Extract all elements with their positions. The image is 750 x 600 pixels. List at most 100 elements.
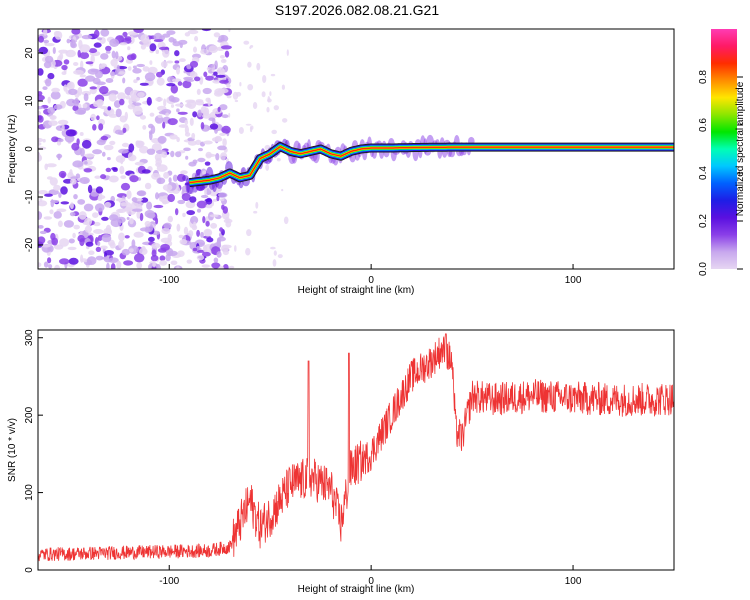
noise-blob [136, 262, 143, 269]
noise-blob [49, 177, 58, 186]
noise-blob [146, 201, 153, 210]
noise-blob [101, 216, 109, 221]
noise-blob [58, 192, 62, 198]
noise-blob [121, 142, 130, 148]
noise-blob [100, 106, 108, 110]
noise-blob [185, 103, 192, 108]
snr-frame [37, 329, 675, 571]
noise-blob [262, 75, 267, 83]
noise-blob [88, 48, 98, 54]
noise-blob [213, 71, 218, 76]
snr-x-label: Height of straight line (km) [298, 584, 415, 595]
noise-blob [192, 111, 198, 118]
noise-blob [193, 46, 197, 53]
noise-blob [79, 132, 84, 136]
noise-blob [234, 99, 239, 103]
noise-blob [81, 34, 93, 40]
noise-blob [186, 259, 192, 264]
noise-blob [131, 239, 136, 249]
noise-blob [61, 124, 65, 132]
noise-blob [176, 108, 180, 113]
noise-blob [99, 64, 106, 69]
noise-blob [148, 212, 155, 219]
x-tick-label: -100 [159, 576, 179, 587]
noise-blob [92, 212, 99, 219]
noise-blob [82, 103, 88, 109]
noise-blob [218, 192, 228, 198]
noise-blob [140, 197, 149, 203]
noise-blob [161, 151, 168, 158]
noise-blob [70, 39, 76, 48]
noise-blob [44, 55, 54, 64]
noise-blob [200, 122, 205, 130]
noise-blob [95, 81, 106, 86]
noise-blob [122, 77, 126, 84]
noise-blob [183, 226, 189, 235]
noise-blob [79, 177, 90, 184]
noise-blob [108, 257, 119, 264]
noise-blob [109, 214, 119, 222]
noise-blob [125, 95, 131, 100]
noise-blob [109, 242, 116, 249]
noise-blob [204, 187, 208, 196]
noise-blob [270, 246, 276, 250]
noise-blob [139, 247, 148, 255]
noise-blob [252, 102, 258, 109]
noise-blob [115, 129, 123, 135]
noise-blob [211, 118, 216, 125]
noise-blob [243, 40, 250, 45]
noise-blob [57, 153, 61, 161]
noise-blob [50, 91, 61, 100]
noise-blob [77, 234, 85, 243]
noise-blob [118, 71, 126, 75]
noise-blob [58, 49, 69, 54]
noise-blob [250, 45, 254, 48]
noise-blob [119, 98, 125, 106]
noise-blob [116, 193, 127, 198]
noise-blob [213, 32, 221, 38]
noise-blob [60, 186, 68, 195]
noise-blob [219, 79, 229, 84]
noise-blob [261, 91, 266, 98]
noise-blob [205, 97, 211, 103]
noise-blob [110, 71, 116, 76]
noise-blob [155, 49, 159, 54]
noise-blob [117, 208, 124, 213]
noise-blob [159, 260, 168, 266]
noise-blob [93, 29, 100, 38]
noise-blob [167, 193, 175, 203]
noise-blob [155, 158, 162, 166]
noise-blob [204, 161, 211, 166]
noise-blob [176, 136, 180, 143]
noise-blob [212, 79, 221, 84]
noise-blob [61, 71, 67, 75]
noise-blob [110, 263, 116, 269]
noise-blob [226, 95, 232, 99]
noise-blob [180, 170, 188, 175]
noise-blob [100, 29, 110, 37]
noise-blob [217, 145, 227, 151]
noise-blob [124, 111, 128, 121]
colorbar: 0.0 0.2 0.4 0.6 0.8 Normalized spectral ampl… [698, 29, 746, 276]
noise-blob [57, 138, 64, 143]
noise-blob [93, 42, 102, 48]
noise-blob [149, 60, 153, 65]
noise-blob [170, 150, 175, 158]
noise-blob [88, 250, 95, 255]
noise-blob [85, 241, 94, 247]
noise-blob [94, 203, 105, 212]
noise-blob [191, 132, 196, 140]
noise-blob [127, 104, 136, 110]
noise-blob [57, 220, 63, 228]
noise-blob [116, 64, 120, 74]
noise-blob [246, 229, 252, 237]
noise-blob [124, 36, 132, 41]
noise-blob [181, 193, 191, 201]
noise-blob [250, 125, 254, 130]
colorbar-tick-label: 0.4 [698, 166, 709, 180]
noise-blob [126, 190, 132, 200]
noise-blob [92, 149, 103, 155]
noise-blob [196, 200, 208, 209]
noise-blob [74, 109, 86, 115]
noise-blob [103, 144, 114, 151]
